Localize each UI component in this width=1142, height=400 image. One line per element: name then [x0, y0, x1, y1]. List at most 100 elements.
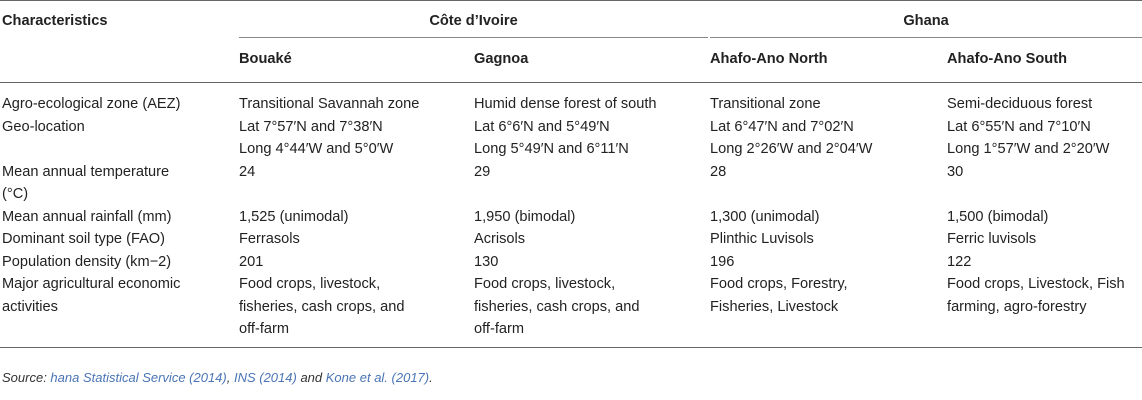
row-label: Major agricultural economic activities [0, 273, 237, 348]
table-cell: Semi-deciduous forest [945, 83, 1142, 116]
cell-line: Long 1°57′W and 2°20′W [947, 141, 1110, 157]
source-note: Source: hana Statistical Service (2014),… [2, 370, 433, 385]
table-cell: Lat 6°55′N and 7°10′N Long 1°57′W and 2°2… [945, 116, 1142, 161]
row-label: Dominant soil type (FAO) [0, 228, 237, 251]
header-site: Ahafo-Ano North [708, 40, 946, 83]
table-row: Dominant soil type (FAO) Ferrasols Acrisol… [0, 228, 1142, 251]
table-row: Mean annual rainfall (mm) 1,525 (unimodal… [0, 206, 1142, 229]
cell-line: 1,300 (unimodal) [710, 208, 820, 225]
cell-line: Ferrasols [239, 231, 300, 247]
row-label-line: Mean annual temperature [2, 163, 170, 180]
row-label-line: Mean annual rainfall (mm) [2, 208, 172, 225]
source-reference-link[interactable]: INS (2014) [233, 370, 297, 385]
row-label-line: Geo-location [2, 118, 85, 135]
table-cell: 130 [472, 251, 708, 274]
cell-line: Lat 6°47′N and 7°02′N [710, 118, 854, 135]
cell-line: Food crops, livestock, [474, 276, 616, 292]
cell-line: Long 2°26′W and 2°04′W [710, 141, 873, 157]
cell-line: 30 [947, 163, 964, 180]
table-cell: 24 [237, 161, 472, 206]
cell-line: Lat 6°55′N and 7°10′N [947, 118, 1091, 135]
table-cell: Lat 7°57′N and 7°38′N Long 4°44′W and 5°0… [237, 116, 472, 161]
row-label-line: activities [2, 298, 58, 315]
cell-line: Plinthic Luvisols [710, 231, 814, 247]
row-label-line: Population density (km−2) [2, 253, 172, 270]
table-cell: 1,500 (bimodal) [945, 206, 1142, 229]
cell-line: 24 [239, 163, 256, 180]
table-cell: 30 [945, 161, 1142, 206]
header-site: Bouaké [237, 40, 472, 83]
header-country-cote-divoire: Côte d’Ivoire [237, 0, 709, 40]
source-prefix: Source: [2, 370, 51, 385]
cell-line: Transitional zone [710, 96, 821, 112]
row-label: Mean annual temperature (°C) [0, 161, 237, 206]
table-cell: Ferric luvisols [945, 228, 1142, 251]
table-cell: 29 [472, 161, 708, 206]
cell-line: Lat 6°6′N and 5°49′N [474, 118, 610, 135]
cell-line: Fisheries, Livestock [710, 298, 839, 315]
cell-line: Humid dense forest of south [474, 96, 657, 112]
cell-line: Long 5°49′N and 6°11′N [474, 141, 629, 157]
table-cell: Transitional zone [708, 83, 945, 116]
table-cell: Ferrasols [237, 228, 472, 251]
table-cell: 1,300 (unimodal) [708, 206, 945, 229]
table-cell: Lat 6°6′N and 5°49′N Long 5°49′N and 6°11… [472, 116, 708, 161]
row-label: Population density (km−2) [0, 251, 237, 274]
cell-line: Long 4°44′W and 5°0′W [239, 141, 394, 157]
cell-line: Food crops, livestock, [239, 276, 381, 292]
row-label: Agro-ecological zone (AEZ) [0, 83, 237, 116]
cell-line: 122 [947, 253, 972, 270]
cell-line: farming, agro-forestry [947, 298, 1087, 315]
row-label-line: (°C) [2, 186, 29, 202]
country-label: Ghana [710, 10, 1142, 38]
table-cell: 1,950 (bimodal) [472, 206, 708, 229]
table-cell: Acrisols [472, 228, 708, 251]
table-cell: 1,525 (unimodal) [237, 206, 472, 229]
table-cell: Food crops, livestock, fisheries, cash cr… [237, 273, 472, 348]
cell-line: Transitional Savannah zone [239, 96, 420, 112]
country-label: Côte d’Ivoire [239, 10, 709, 38]
cell-line: Ferric luvisols [947, 231, 1037, 247]
table-row: Agro-ecological zone (AEZ) Transitional S… [0, 83, 1142, 116]
cell-line: Lat 7°57′N and 7°38′N [239, 118, 383, 135]
row-label-line: Major agricultural economic [2, 276, 181, 292]
header-site: Ahafo-Ano South [945, 40, 1142, 83]
table-cell: 122 [945, 251, 1142, 274]
source-suffix: . [429, 370, 433, 385]
cell-line: 201 [239, 253, 264, 270]
table-cell: 196 [708, 251, 945, 274]
table-cell: Food crops, livestock, fisheries, cash cr… [472, 273, 709, 348]
table-cell: Food crops, Forestry, Fisheries, Livestoc… [708, 273, 946, 348]
row-label-line: Dominant soil type (FAO) [2, 231, 166, 247]
table-cell: 201 [237, 251, 472, 274]
source-reference-link[interactable]: hana Statistical Service (2014) [50, 370, 227, 385]
cell-line: 1,500 (bimodal) [947, 208, 1049, 225]
cell-line: 1,950 (bimodal) [474, 208, 576, 225]
row-label: Mean annual rainfall (mm) [0, 206, 237, 229]
table-cell: Food crops, Livestock, Fish farming, agro… [945, 273, 1142, 348]
row-label-line: Agro-ecological zone (AEZ) [2, 96, 181, 112]
source-reference-link[interactable]: Kone et al. (2017) [325, 370, 430, 385]
cell-line: Food crops, Livestock, Fish [947, 276, 1125, 292]
source-separator: , [226, 370, 234, 385]
row-label: Geo-location [0, 116, 237, 161]
cell-line: fisheries, cash crops, and [239, 298, 405, 315]
cell-line: 196 [710, 253, 735, 270]
table-row: Population density (km−2) 201 130 196 122 [0, 251, 1142, 274]
table-row: Geo-location Lat 7°57′N and 7°38′N Long 4°… [0, 116, 1142, 161]
cell-line: Semi-deciduous forest [947, 96, 1093, 112]
cell-line: Food crops, Forestry, [710, 276, 848, 292]
header-country-ghana: Ghana [708, 0, 1142, 40]
cell-line: 1,525 (unimodal) [239, 208, 349, 225]
table-cell: Plinthic Luvisols [708, 228, 945, 251]
table-cell: Lat 6°47′N and 7°02′N Long 2°26′W and 2°0… [708, 116, 945, 161]
header-characteristics: Characteristics [0, 0, 237, 40]
cell-line: 130 [474, 253, 499, 270]
table-row: Major agricultural economic activities Foo… [0, 273, 1142, 348]
table-row: Mean annual temperature (°C) 24 29 28 30 [0, 161, 1142, 206]
cell-line: off-farm [474, 321, 525, 337]
cell-line: off-farm [239, 321, 290, 337]
source-separator: and [296, 370, 326, 385]
header-blank [0, 40, 237, 83]
